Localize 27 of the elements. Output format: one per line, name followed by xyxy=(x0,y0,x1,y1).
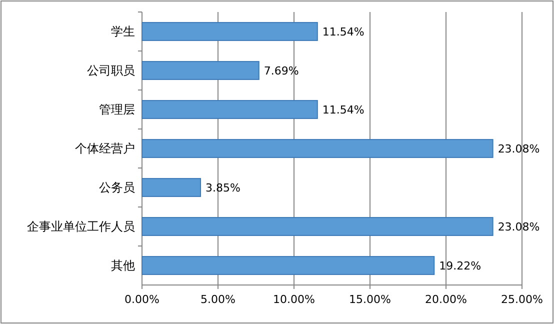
y-tick-label: 学生 xyxy=(111,24,135,38)
bar xyxy=(142,217,494,236)
y-tick-label: 企事业单位工作人员 xyxy=(27,220,135,234)
bar xyxy=(142,139,494,158)
data-label: 23.08% xyxy=(498,220,540,234)
x-tick-label: 5.00% xyxy=(200,293,236,306)
y-tick-label: 公司职员 xyxy=(87,64,135,78)
x-tick-label: 10.00% xyxy=(273,293,315,306)
x-tick-label: 25.00% xyxy=(501,293,543,306)
data-label: 11.54% xyxy=(322,104,364,116)
data-label: 3.85% xyxy=(206,182,240,194)
bar xyxy=(142,61,260,80)
bar xyxy=(142,178,202,197)
y-tick-label: 公务员 xyxy=(99,180,135,194)
x-tick-label: 20.00% xyxy=(425,293,467,306)
bar xyxy=(142,100,318,119)
y-tick-label: 个体经营户 xyxy=(75,142,135,156)
data-label: 11.54% xyxy=(322,26,364,38)
x-tick-label: 0.00% xyxy=(124,293,160,306)
data-label: 19.22% xyxy=(439,260,482,272)
bar xyxy=(142,22,318,41)
bar xyxy=(142,256,435,275)
x-tick-label: 15.00% xyxy=(349,293,391,306)
data-label: 7.69% xyxy=(264,64,299,78)
data-label: 23.08% xyxy=(498,142,540,156)
y-tick-label: 其他 xyxy=(111,258,135,272)
y-tick-label: 管理层 xyxy=(99,102,135,116)
